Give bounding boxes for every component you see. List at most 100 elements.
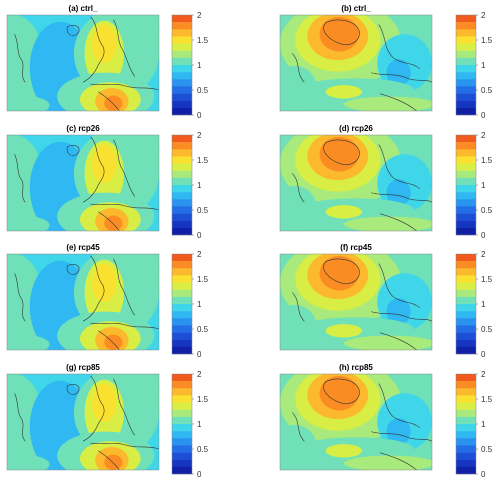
field-contour	[7, 334, 50, 350]
colorbar-level	[172, 311, 192, 319]
colorbar-level	[172, 177, 192, 186]
colorbar-level	[456, 466, 476, 475]
colorbar-tick-label: 0.5	[197, 445, 209, 454]
field-map	[280, 254, 432, 350]
colorbar-level	[172, 57, 192, 66]
coastline	[82, 255, 105, 322]
colorbar-level	[172, 43, 192, 51]
coastline	[291, 173, 305, 203]
panel-d: (d) rcp26 2 1.5 1 0.5 0	[279, 124, 493, 240]
field-map	[280, 374, 432, 470]
field-contour	[7, 454, 50, 470]
field-map	[7, 135, 159, 231]
coastline	[380, 213, 417, 231]
field-map	[7, 254, 159, 350]
colorbar-tick-label: 0	[197, 111, 202, 120]
colorbar-level	[172, 50, 192, 59]
colorbar-level	[172, 424, 192, 432]
panel-title: (e) rcp45	[66, 243, 100, 252]
panel-h: (h) rcp85 2 1.5 1 0.5 0	[279, 363, 493, 479]
colorbar-level	[172, 135, 192, 143]
field-contour	[319, 255, 360, 291]
colorbar-level	[172, 100, 192, 109]
colorbar-level	[456, 402, 476, 410]
field-contour	[280, 424, 317, 468]
colorbar-level	[456, 296, 476, 305]
colorbar-level	[172, 296, 192, 305]
colorbar-level	[456, 220, 476, 229]
coastline	[378, 24, 420, 70]
colorbar-level	[456, 332, 476, 340]
coastline	[323, 19, 360, 46]
colorbar-level	[172, 170, 192, 179]
field-contour	[386, 418, 411, 446]
colorbar-level	[456, 409, 476, 418]
colorbar-level	[172, 438, 192, 446]
colorbar-level	[456, 268, 476, 276]
colorbar-level	[456, 15, 476, 23]
colorbar-tick-label: 0	[197, 470, 202, 479]
colorbar-level	[172, 339, 192, 348]
colorbar-level	[456, 149, 476, 157]
colorbar-tick-label: 0	[197, 231, 202, 240]
colorbar-level	[456, 135, 476, 143]
coastline	[113, 19, 135, 77]
colorbar-tick-label: 1	[481, 181, 486, 190]
panel-title: (c) rcp26	[66, 124, 100, 133]
panel-title: (d) rcp26	[339, 124, 373, 133]
colorbar-level	[172, 86, 192, 94]
coastline	[14, 393, 26, 442]
colorbar: 2 1.5 1 0.5 0	[455, 370, 493, 479]
colorbar-level	[172, 268, 192, 276]
colorbar-tick-label: 1	[481, 300, 486, 309]
field-contour	[7, 215, 50, 231]
colorbar-tick-label: 1	[197, 61, 202, 70]
colorbar-level	[456, 304, 476, 312]
colorbar-tick-label: 2	[197, 11, 202, 20]
colorbar-level	[172, 416, 192, 425]
field-contour	[280, 304, 317, 348]
colorbar-level	[456, 86, 476, 94]
colorbar-level	[172, 374, 192, 382]
colorbar-level	[456, 282, 476, 290]
field-contour	[386, 59, 411, 87]
coastline	[113, 378, 135, 436]
colorbar-level	[172, 156, 192, 164]
coastline	[291, 412, 305, 442]
field-contour	[280, 185, 317, 229]
colorbar-level	[456, 93, 476, 101]
colorbar-level	[456, 346, 476, 355]
colorbar-level	[172, 15, 192, 23]
field-contour	[7, 95, 50, 111]
colorbar-tick-label: 2	[481, 370, 486, 379]
coastline	[378, 144, 420, 190]
colorbar-level	[456, 206, 476, 214]
field-contour	[319, 375, 360, 411]
colorbar-level	[172, 275, 192, 283]
colorbar-tick-label: 0	[481, 470, 486, 479]
colorbar-level	[456, 318, 476, 326]
colorbar-tick-label: 0.5	[481, 325, 493, 334]
field-contour	[319, 16, 360, 52]
colorbar-tick-label: 1.5	[481, 36, 493, 45]
colorbar-level	[172, 65, 192, 73]
colorbar-level	[172, 29, 192, 37]
colorbar-level	[172, 402, 192, 410]
field-contour	[343, 335, 432, 350]
panel-a: (a) ctrl_ 2 1.5 1 0.5 0	[6, 4, 209, 120]
colorbar-level	[172, 381, 192, 389]
colorbar-level	[456, 57, 476, 66]
colorbar-level	[172, 388, 192, 396]
colorbar-tick-label: 0	[481, 231, 486, 240]
colorbar-level	[456, 199, 476, 207]
coastline	[14, 34, 26, 83]
colorbar-level	[456, 311, 476, 319]
colorbar-tick-label: 0.5	[197, 86, 209, 95]
field-contour	[325, 444, 363, 458]
field-contour	[280, 65, 317, 109]
field-contour	[325, 324, 363, 338]
coastline	[98, 450, 120, 470]
coastline	[371, 431, 432, 442]
coastline	[380, 93, 417, 111]
